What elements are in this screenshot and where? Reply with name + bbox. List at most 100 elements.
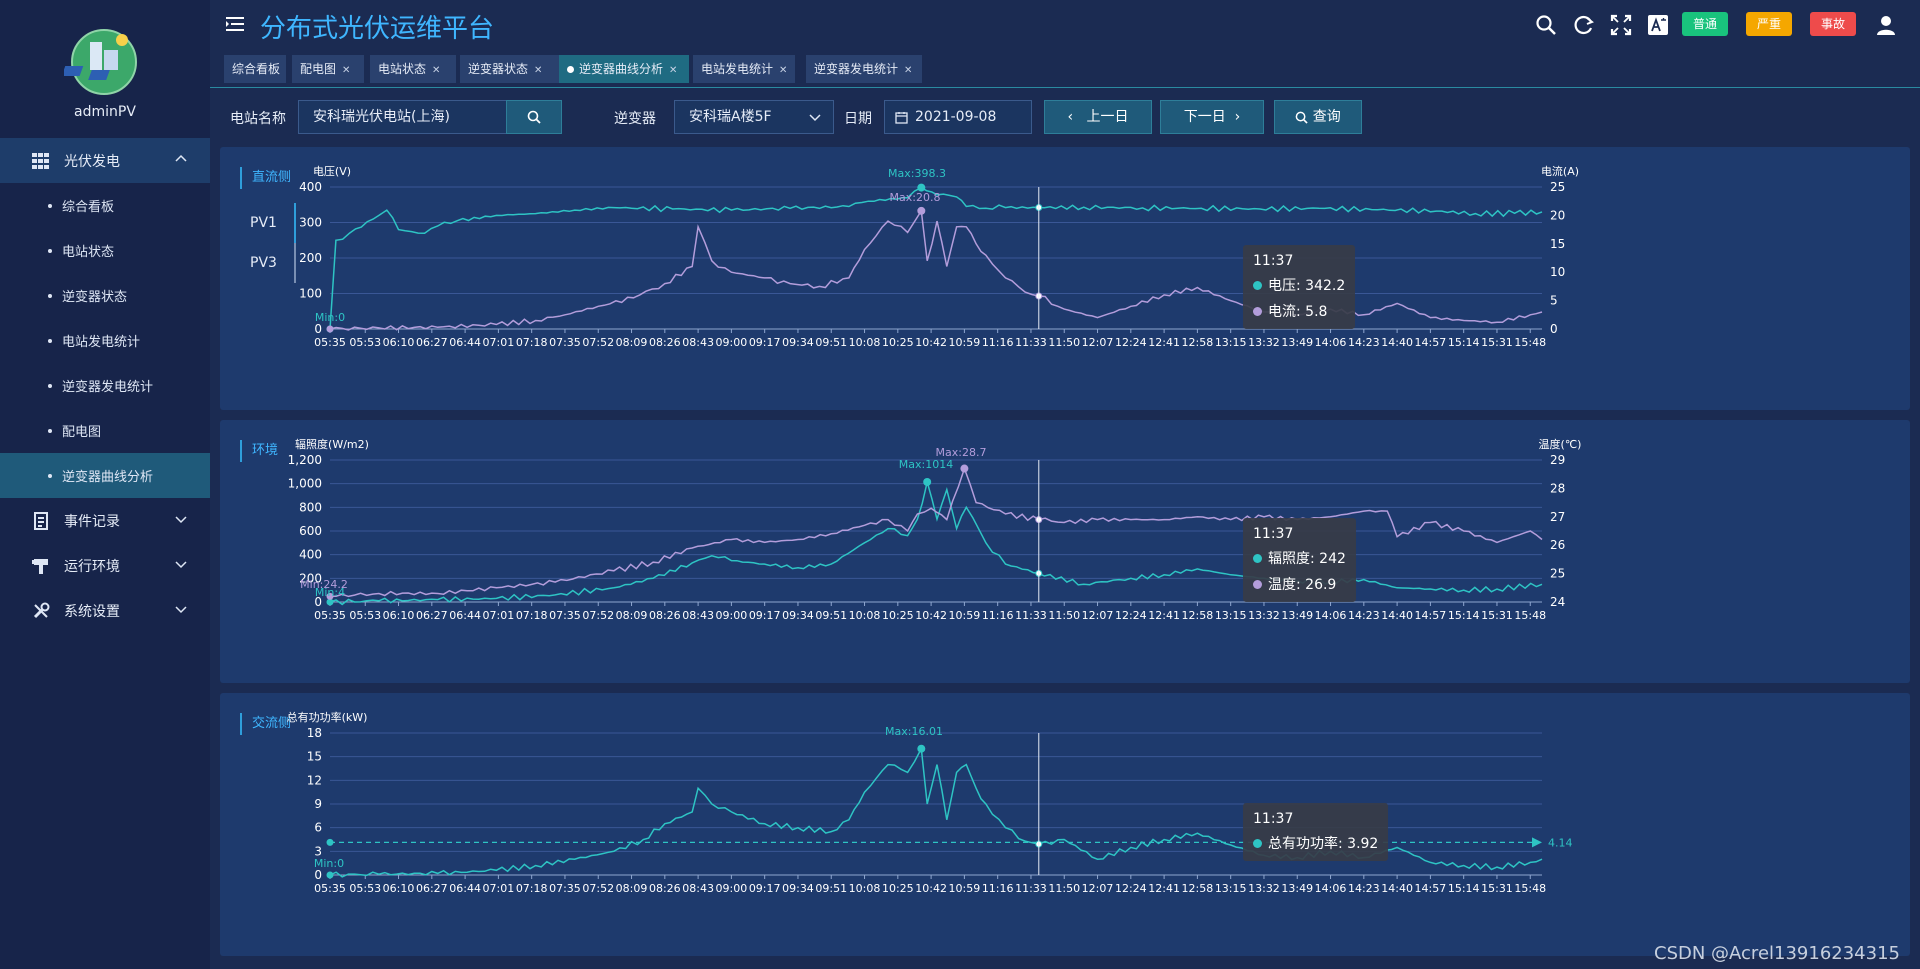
- x-tick-label: 06:10: [383, 609, 415, 622]
- x-tick-label: 13:32: [1248, 336, 1280, 349]
- query-button[interactable]: 查询: [1274, 100, 1362, 134]
- x-tick-label: 11:50: [1048, 336, 1080, 349]
- menu-toggle-icon[interactable]: [226, 16, 244, 32]
- x-tick-label: 08:26: [649, 882, 681, 895]
- env-panel-title: 环境: [240, 440, 278, 462]
- x-tick-label: 09:00: [716, 882, 748, 895]
- tab-bar: 综合看板 配电图 ✕ 电站状态 ✕ 逆变器状态 ✕ 逆变器曲线分析 ✕ 电站发电统计 ✕ …: [210, 53, 1920, 88]
- close-icon[interactable]: ✕: [904, 65, 913, 76]
- y-axis-title: 总有功功率(kW): [287, 710, 368, 724]
- x-tick-label: 14:40: [1381, 609, 1413, 622]
- tab-inverter-stats[interactable]: 逆变器发电统计 ✕: [806, 55, 922, 83]
- tooltip-time: 11:37: [1253, 253, 1294, 269]
- bullet-icon: [48, 383, 52, 388]
- x-tick-label: 11:16: [982, 609, 1014, 622]
- tab-station-stats[interactable]: 电站发电统计 ✕: [693, 55, 795, 83]
- x-tick-label: 06:27: [416, 336, 448, 349]
- y2-tick-label: 24: [1550, 595, 1565, 609]
- sidebar-item-station-status[interactable]: 电站状态: [0, 228, 210, 273]
- app-title: 分布式光伏运维平台: [260, 14, 495, 44]
- x-tick-label: 07:52: [582, 882, 614, 895]
- chevron-down-icon: [809, 114, 821, 122]
- fullscreen-icon[interactable]: [1610, 14, 1632, 36]
- ac-panel-title: 交流侧: [240, 713, 291, 735]
- x-tick-label: 13:49: [1281, 882, 1313, 895]
- close-icon[interactable]: ✕: [342, 65, 351, 76]
- sidebar-item-inverter-status[interactable]: 逆变器状态: [0, 273, 210, 318]
- pv-item-pv3[interactable]: PV3: [248, 243, 296, 283]
- date-value: 2021-09-08: [915, 109, 997, 125]
- menu-group-settings[interactable]: 系统设置: [0, 588, 210, 633]
- y2-tick-label: 5: [1550, 294, 1558, 308]
- legend-dot-icon: [1253, 281, 1262, 290]
- badge-serious[interactable]: 严重: [1746, 12, 1792, 36]
- sidebar-item-inverter-curve[interactable]: 逆变器曲线分析: [0, 453, 210, 498]
- close-icon[interactable]: ✕: [534, 65, 543, 76]
- x-tick-label: 05:53: [349, 609, 381, 622]
- search-icon[interactable]: [1535, 14, 1557, 36]
- x-tick-label: 09:00: [716, 609, 748, 622]
- sidebar-item-dashboard[interactable]: 综合看板: [0, 183, 210, 228]
- x-tick-label: 13:15: [1215, 609, 1247, 622]
- inverter-select[interactable]: 安科瑞A楼5F: [674, 100, 834, 134]
- x-tick-label: 07:18: [516, 609, 548, 622]
- sidebar-item-label: 配电图: [62, 425, 102, 440]
- close-icon[interactable]: ✕: [669, 65, 678, 76]
- sidebar-item-label: 逆变器发电统计: [62, 380, 154, 395]
- y2-tick-label: 25: [1550, 180, 1565, 194]
- query-label: 查询: [1312, 109, 1341, 125]
- sidebar-item-distribution[interactable]: 配电图: [0, 408, 210, 453]
- x-tick-label: 12:24: [1115, 609, 1147, 622]
- tooltip-value: 242: [1319, 551, 1346, 567]
- tab-station-status[interactable]: 电站状态 ✕: [370, 55, 456, 83]
- close-icon[interactable]: ✕: [779, 65, 788, 76]
- x-tick-label: 10:25: [882, 882, 914, 895]
- x-tick-label: 15:14: [1448, 609, 1480, 622]
- tab-inverter-curve[interactable]: 逆变器曲线分析 ✕: [559, 55, 689, 83]
- x-tick-label: 12:58: [1182, 882, 1214, 895]
- x-tick-label: 14:57: [1415, 336, 1447, 349]
- y2-tick-label: 25: [1550, 567, 1565, 581]
- tab-dashboard[interactable]: 综合看板: [224, 55, 286, 83]
- badge-normal[interactable]: 普通: [1682, 12, 1728, 36]
- prev-day-button[interactable]: ‹ 上一日: [1044, 100, 1152, 134]
- user-icon[interactable]: [1875, 14, 1897, 36]
- y-tick-label: 12: [307, 773, 322, 787]
- tab-distribution[interactable]: 配电图 ✕: [292, 55, 364, 83]
- tab-label: 配电图: [300, 62, 337, 76]
- menu-group-events[interactable]: 事件记录: [0, 498, 210, 543]
- sidebar-item-station-stats[interactable]: 电站发电统计: [0, 318, 210, 363]
- close-icon[interactable]: ✕: [432, 65, 441, 76]
- station-input[interactable]: 安科瑞光伏电站(上海): [298, 100, 508, 134]
- min-point: [326, 598, 334, 606]
- date-picker[interactable]: 2021-09-08: [884, 100, 1032, 134]
- refresh-icon[interactable]: [1573, 14, 1595, 36]
- station-search-button[interactable]: [506, 100, 562, 134]
- x-tick-label: 09:17: [749, 609, 781, 622]
- env-chart[interactable]: 0 200 400 600 800 1,000 1,200 24 25 26 27 28 29 辐照度(W…: [220, 420, 1910, 683]
- max-point: [923, 478, 932, 487]
- dc-chart[interactable]: 0 100 200 300 400 0 5 10 15 20 25 电压(V) 电流(A) 05:35 05…: [220, 147, 1910, 410]
- translate-icon[interactable]: [1647, 14, 1669, 36]
- pv-item-pv1[interactable]: PV1: [248, 203, 296, 243]
- tab-inverter-status[interactable]: 逆变器状态 ✕: [460, 55, 560, 83]
- search-icon: [527, 110, 541, 124]
- x-tick-label: 08:09: [616, 336, 648, 349]
- x-tick-label: 13:15: [1215, 882, 1247, 895]
- x-tick-label: 14:06: [1315, 336, 1347, 349]
- date-label: 日期: [844, 111, 872, 127]
- bullet-icon: [48, 428, 52, 433]
- max-point: [917, 183, 926, 192]
- tab-label: 综合看板: [232, 62, 281, 76]
- logo-icon: [64, 29, 137, 95]
- menu-group-pv[interactable]: 光伏发电: [0, 138, 210, 183]
- next-day-button[interactable]: 下一日 ›: [1160, 100, 1264, 134]
- badge-accident[interactable]: 事故: [1810, 12, 1856, 36]
- tooltip-value: 26.9: [1305, 577, 1337, 593]
- x-tick-label: 10:42: [915, 882, 947, 895]
- sidebar-item-inverter-stats[interactable]: 逆变器发电统计: [0, 363, 210, 408]
- x-tick-label: 06:10: [383, 336, 415, 349]
- menu-group-environment[interactable]: 运行环境: [0, 543, 210, 588]
- header: 分布式光伏运维平台 普通 严重 事故: [210, 0, 1920, 50]
